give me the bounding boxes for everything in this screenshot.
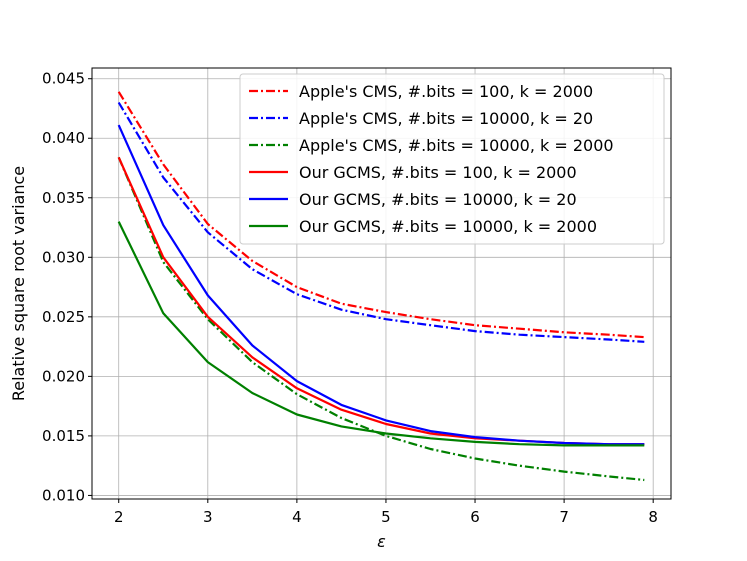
- y-tick-label: 0.020: [42, 367, 85, 385]
- series-line-6: [117, 221, 645, 447]
- y-tick-label: 0.040: [42, 129, 85, 147]
- x-tick-label: 3: [203, 508, 213, 526]
- legend-box: [239, 73, 665, 245]
- legend-label-1: Apple's CMS, #.bits = 100, k = 2000: [299, 82, 593, 101]
- x-tick-label: 6: [470, 508, 480, 526]
- series-lines: [117, 91, 645, 482]
- x-tick-label: 5: [381, 508, 391, 526]
- y-tick-label: 0.015: [42, 427, 85, 445]
- x-tick-label: 7: [559, 508, 569, 526]
- legend-label-6: Our GCMS, #.bits = 10000, k = 2000: [299, 217, 597, 236]
- y-axis-label: Relative square root variance: [9, 166, 28, 401]
- x-axis-label: ε: [377, 532, 386, 551]
- x-tick-label: 4: [292, 508, 302, 526]
- series-line-1: [117, 91, 645, 339]
- series-line-5: [117, 124, 645, 446]
- series-line-2: [117, 101, 645, 343]
- legend-label-2: Apple's CMS, #.bits = 10000, k = 20: [299, 109, 593, 128]
- series-line-3: [117, 156, 645, 482]
- y-tick-label: 0.035: [42, 189, 85, 207]
- y-tick-label: 0.030: [42, 248, 85, 266]
- y-tick-label: 0.025: [42, 308, 85, 326]
- y-tick-label: 0.010: [42, 486, 85, 504]
- plot-frame: [91, 67, 672, 500]
- legend-label-4: Our GCMS, #.bits = 100, k = 2000: [299, 163, 577, 182]
- legend: Apple's CMS, #.bits = 100, k = 2000 Apple…: [239, 73, 665, 245]
- legend-label-5: Our GCMS, #.bits = 10000, k = 20: [299, 190, 577, 209]
- axis-ticks: 2 3 4 5 6 7 8 0.010 0.015 0.020 0.025 0.030 0.035 0.0…: [42, 70, 658, 526]
- y-tick-label: 0.045: [42, 70, 85, 88]
- x-tick-label: 8: [648, 508, 658, 526]
- x-tick-label: 2: [114, 508, 124, 526]
- legend-label-3: Apple's CMS, #.bits = 10000, k = 2000: [299, 136, 614, 155]
